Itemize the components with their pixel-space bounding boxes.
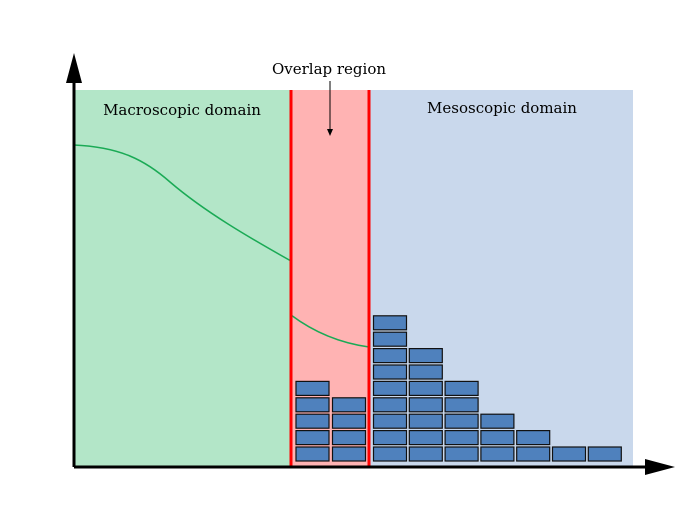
meso-block xyxy=(444,413,479,429)
meso-block xyxy=(372,397,408,413)
meso-block xyxy=(408,364,443,380)
meso-block xyxy=(372,315,408,331)
meso-block xyxy=(444,397,479,413)
overlap-block xyxy=(331,446,367,462)
meso-block xyxy=(480,446,515,462)
macroscopic-region xyxy=(74,90,291,467)
x-axis-arrow-icon xyxy=(645,459,675,475)
mesoscopic-label: Mesoscopic domain xyxy=(427,99,577,117)
meso-block xyxy=(408,397,443,413)
overlap-pointer-arrow-icon xyxy=(327,129,333,136)
overlap-block xyxy=(295,413,330,429)
meso-block xyxy=(408,413,443,429)
meso-block xyxy=(551,446,587,462)
meso-block xyxy=(372,446,408,462)
overlap-curve xyxy=(290,314,370,348)
meso-block xyxy=(372,380,408,396)
meso-block xyxy=(480,430,515,446)
meso-block xyxy=(408,348,443,364)
overlap-label: Overlap region xyxy=(272,60,386,78)
overlap-block xyxy=(295,430,330,446)
macro-curve xyxy=(73,144,292,262)
meso-block xyxy=(372,364,408,380)
meso-block xyxy=(372,430,408,446)
meso-block xyxy=(480,413,515,429)
mesoscopic-region xyxy=(369,90,633,467)
macroscopic-label: Macroscopic domain xyxy=(103,101,261,119)
meso-block xyxy=(408,380,443,396)
meso-block xyxy=(372,348,408,364)
overlap-block xyxy=(331,397,367,413)
y-axis-arrow-icon xyxy=(66,53,82,83)
overlap-block xyxy=(295,380,330,396)
meso-block xyxy=(587,446,622,462)
overlap-block xyxy=(295,446,330,462)
overlap-block xyxy=(331,413,367,429)
meso-block xyxy=(516,430,551,446)
meso-block xyxy=(372,413,408,429)
overlap-block xyxy=(331,430,367,446)
meso-block xyxy=(516,446,551,462)
meso-block xyxy=(408,430,443,446)
meso-block xyxy=(444,380,479,396)
meso-block xyxy=(444,446,479,462)
overlap-block xyxy=(295,397,330,413)
particle-blocks xyxy=(295,315,622,462)
meso-block xyxy=(444,430,479,446)
meso-block xyxy=(372,331,408,347)
meso-block xyxy=(408,446,443,462)
